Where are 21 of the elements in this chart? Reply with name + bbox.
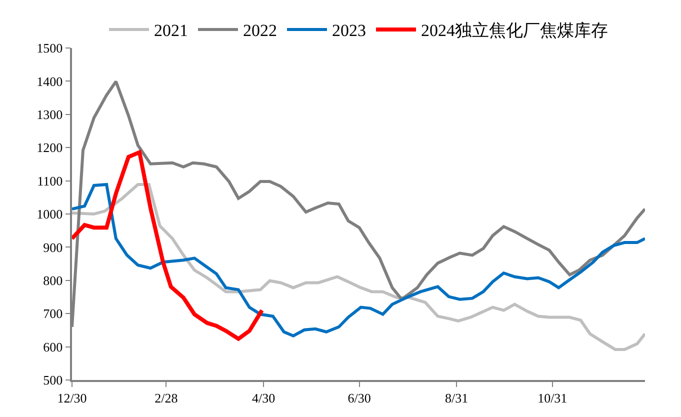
x-tick-label: 2/28 (154, 390, 178, 406)
y-tick-label: 800 (43, 272, 63, 288)
legend-label: 2023 (332, 21, 366, 40)
y-tick-label: 700 (43, 306, 63, 322)
y-tick-label: 900 (43, 240, 63, 255)
x-tick-label: 8/31 (445, 390, 468, 406)
y-tick-label: 1200 (36, 140, 63, 156)
legend-label: 2022 (243, 21, 277, 40)
y-tick-label: 1000 (36, 206, 63, 222)
x-tick-label: 10/31 (538, 390, 568, 406)
legend-label: 2024独立焦化厂焦煤库存 (421, 21, 608, 40)
y-tick-label: 1500 (36, 40, 63, 56)
legend-label: 2021 (154, 21, 188, 40)
y-tick-label: 1400 (36, 74, 63, 89)
y-tick-label: 500 (43, 372, 63, 388)
y-tick-label: 1100 (37, 173, 63, 188)
y-tick-label: 600 (43, 339, 63, 354)
x-tick-label: 12/30 (57, 390, 87, 406)
y-tick-label: 1300 (36, 106, 63, 122)
x-tick-label: 6/30 (348, 390, 371, 406)
x-tick-label: 4/30 (252, 390, 276, 406)
